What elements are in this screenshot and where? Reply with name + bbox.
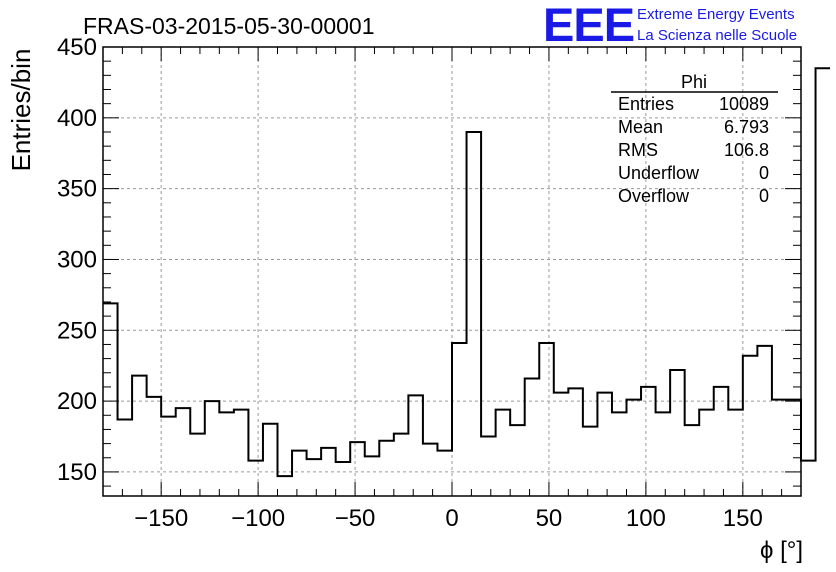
histogram-outline [103, 67, 831, 478]
histogram-bin [263, 424, 278, 496]
histogram-bin [496, 410, 511, 496]
stats-box: Phi Entries 10089 Mean 6.793 RMS 106.8 Underfl… [611, 72, 778, 206]
histogram-bin [292, 451, 307, 496]
y-tick-label: 200 [57, 388, 97, 415]
histogram-bin [408, 395, 423, 496]
histogram-bin [103, 303, 118, 496]
histogram-bin [583, 427, 598, 496]
histogram-bin [641, 387, 656, 496]
x-axis-label: ϕ [°] [760, 537, 803, 564]
stats-label: Underflow [618, 163, 700, 183]
histogram-bin [539, 343, 554, 496]
histogram-bin [336, 462, 351, 496]
histogram-bin [554, 393, 569, 496]
histogram-bin [670, 370, 685, 496]
histogram-bin [234, 410, 249, 496]
histogram-bin [176, 408, 191, 496]
histogram-bin [597, 393, 612, 496]
histogram-bin [307, 459, 322, 496]
histogram-bin [728, 410, 743, 496]
histogram-bin [147, 397, 162, 496]
logo-letters: EEE [543, 0, 634, 51]
stats-value: 0 [759, 186, 769, 206]
histogram-bin [568, 388, 583, 496]
histogram-bin [743, 356, 758, 496]
x-tick-label: −150 [134, 505, 188, 532]
histogram-bin [248, 461, 263, 496]
stats-title: Phi [681, 72, 707, 92]
histogram-bin [627, 400, 642, 496]
histogram-bin [699, 410, 714, 496]
histogram-bin [350, 442, 365, 496]
histogram-bin [786, 400, 801, 496]
histogram-bin [757, 346, 772, 496]
histogram-bin [132, 376, 147, 496]
histogram-bin [612, 412, 627, 496]
histogram-bin [801, 461, 816, 496]
y-tick-label: 300 [57, 246, 97, 273]
histogram-bin [714, 387, 729, 496]
histogram-bin [161, 417, 176, 496]
histogram-bin [481, 437, 496, 496]
logo-line1: Extreme Energy Events [637, 6, 795, 23]
histogram-bin [467, 132, 482, 496]
x-tick-label: 0 [445, 505, 458, 532]
x-tick-labels: −150 −100 −50 0 50 100 150 [134, 505, 763, 532]
stats-value: 6.793 [724, 117, 769, 137]
histogram-bin [437, 451, 452, 496]
histogram-bin [394, 434, 409, 496]
histogram-bin [278, 476, 293, 496]
histogram-bin [321, 448, 336, 496]
y-tick-label: 150 [57, 459, 97, 486]
stats-label: Entries [618, 94, 674, 114]
stats-value: 106.8 [724, 140, 769, 160]
eee-logo: EEE Extreme Energy Events La Scienza nel… [543, 0, 797, 51]
stats-rows: Entries 10089 Mean 6.793 RMS 106.8 Underflow 0 O… [618, 94, 769, 206]
histogram-bin [365, 456, 380, 496]
x-tick-label: 100 [626, 505, 666, 532]
histogram-bin [219, 412, 234, 496]
x-tick-label: −50 [335, 505, 376, 532]
histogram-bin [685, 425, 700, 496]
y-axis-label: Entries/bin [6, 49, 36, 172]
stats-label: RMS [618, 140, 658, 160]
stats-value: 0 [759, 163, 769, 183]
x-tick-label: −100 [231, 505, 285, 532]
histogram-bin [452, 343, 467, 496]
histogram-bin [525, 378, 540, 496]
histogram-bin [510, 425, 525, 496]
histogram-series [103, 67, 831, 496]
y-tick-label: 400 [57, 105, 97, 132]
y-tick-label: 450 [57, 34, 97, 61]
histogram-bin [816, 68, 831, 496]
stats-label: Mean [618, 117, 663, 137]
run-title: FRAS-03-2015-05-30-00001 [83, 13, 375, 39]
histogram-bin [772, 400, 787, 496]
stats-value: 10089 [719, 94, 769, 114]
x-tick-label: 50 [536, 505, 563, 532]
y-tick-labels: 150 200 250 300 350 400 450 [57, 34, 97, 486]
axis-ticks [102, 46, 802, 496]
logo-line2: La Scienza nelle Scuole [637, 27, 797, 44]
histogram-bin [379, 441, 394, 496]
histogram-bin [190, 434, 205, 496]
x-tick-label: 150 [723, 505, 763, 532]
stats-label: Overflow [618, 186, 690, 206]
y-tick-label: 250 [57, 317, 97, 344]
y-tick-label: 350 [57, 176, 97, 203]
histogram-bin [205, 401, 220, 496]
histogram-bin [423, 444, 438, 496]
histogram-bin [656, 412, 671, 496]
histogram-bin [118, 420, 133, 496]
